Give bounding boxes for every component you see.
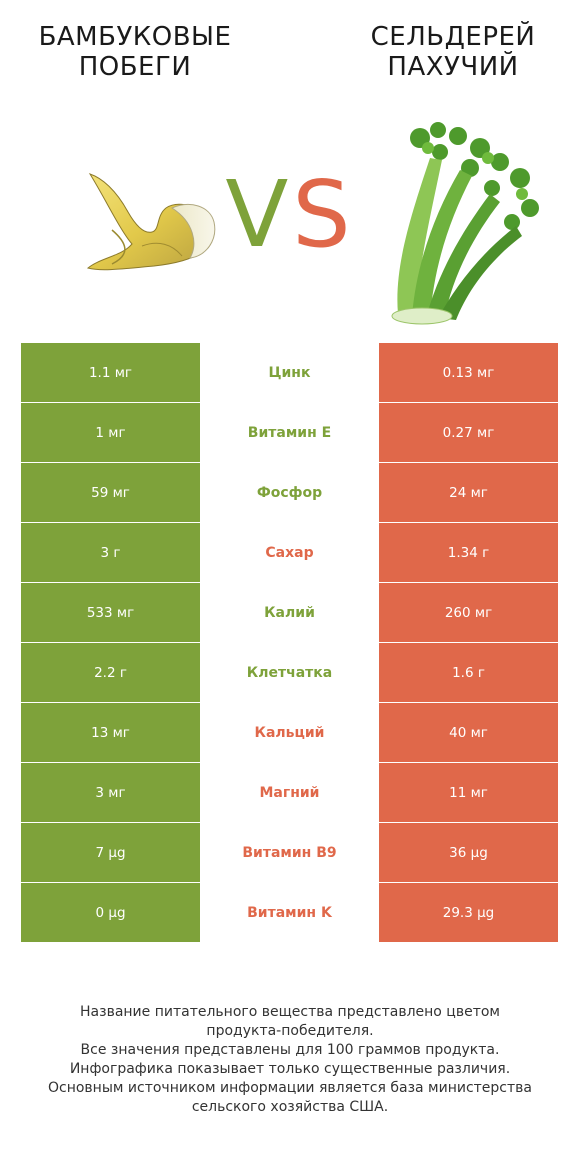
right-value: 40 мг xyxy=(379,703,558,763)
vs-label: VS xyxy=(222,160,358,270)
table-row: 13 мг Кальций 40 мг xyxy=(21,703,558,763)
table-row: 2.2 г Клетчатка 1.6 г xyxy=(21,643,558,703)
vs-s: S xyxy=(292,161,355,268)
nutrient-name: Цинк xyxy=(200,343,379,403)
footer-notes: Название питательного вещества представл… xyxy=(20,1003,560,1117)
left-value: 533 мг xyxy=(21,583,200,643)
right-value: 36 µg xyxy=(379,823,558,883)
nutrient-name: Витамин E xyxy=(200,403,379,463)
nutrient-name: Клетчатка xyxy=(200,643,379,703)
nutrient-name: Калий xyxy=(200,583,379,643)
footer-line5: Основным источником информации является … xyxy=(48,1080,532,1096)
bamboo-shoot-image xyxy=(86,173,216,271)
table-row: 7 µg Витамин B9 36 µg xyxy=(21,823,558,883)
table-row: 1.1 мг Цинк 0.13 мг xyxy=(21,343,558,403)
left-value: 2.2 г xyxy=(21,643,200,703)
left-value: 3 г xyxy=(21,523,200,583)
table-row: 3 мг Магний 11 мг xyxy=(21,763,558,823)
nutrient-name: Витамин K xyxy=(200,883,379,943)
comparison-table: 1.1 мг Цинк 0.13 мг 1 мг Витамин E 0.27 мг 59 … xyxy=(21,343,558,943)
left-value: 13 мг xyxy=(21,703,200,763)
table-row: 59 мг Фосфор 24 мг xyxy=(21,463,558,523)
footer-line1: Название питательного вещества представл… xyxy=(80,1004,500,1020)
left-value: 59 мг xyxy=(21,463,200,523)
left-food-title-line2: ПОБЕГИ xyxy=(78,52,192,82)
right-food-title: СЕЛЬДЕРЕЙ ПАХУЧИЙ xyxy=(323,22,580,82)
footer-line2: продукта-победителя. xyxy=(206,1023,374,1039)
celery-image xyxy=(391,122,539,325)
right-food-title-line2: ПАХУЧИЙ xyxy=(387,52,519,82)
nutrient-name: Магний xyxy=(200,763,379,823)
left-value: 3 мг xyxy=(21,763,200,823)
table-row: 0 µg Витамин K 29.3 µg xyxy=(21,883,558,943)
left-value: 7 µg xyxy=(21,823,200,883)
right-value: 11 мг xyxy=(379,763,558,823)
footer-line4: Инфографика показывает только существенн… xyxy=(69,1061,511,1077)
table-row: 1 мг Витамин E 0.27 мг xyxy=(21,403,558,463)
left-food-title: БАМБУКОВЫЕ ПОБЕГИ xyxy=(5,22,265,82)
right-value: 29.3 µg xyxy=(379,883,558,943)
right-value: 24 мг xyxy=(379,463,558,523)
right-value: 260 мг xyxy=(379,583,558,643)
footer-line6: сельского хозяйства США. xyxy=(191,1099,389,1115)
nutrient-name: Витамин B9 xyxy=(200,823,379,883)
nutrient-name: Сахар xyxy=(200,523,379,583)
right-value: 0.27 мг xyxy=(379,403,558,463)
right-food-title-line1: СЕЛЬДЕРЕЙ xyxy=(370,22,536,52)
footer-line3: Все значения представлены для 100 граммо… xyxy=(80,1042,500,1058)
vs-v: V xyxy=(225,161,293,268)
left-value: 1.1 мг xyxy=(21,343,200,403)
left-value: 1 мг xyxy=(21,403,200,463)
right-value: 1.6 г xyxy=(379,643,558,703)
table-row: 3 г Сахар 1.34 г xyxy=(21,523,558,583)
left-value: 0 µg xyxy=(21,883,200,943)
nutrient-name: Фосфор xyxy=(200,463,379,523)
right-value: 1.34 г xyxy=(379,523,558,583)
table-row: 533 мг Калий 260 мг xyxy=(21,583,558,643)
nutrient-name: Кальций xyxy=(200,703,379,763)
left-food-title-line1: БАМБУКОВЫЕ xyxy=(38,22,232,52)
right-value: 0.13 мг xyxy=(379,343,558,403)
